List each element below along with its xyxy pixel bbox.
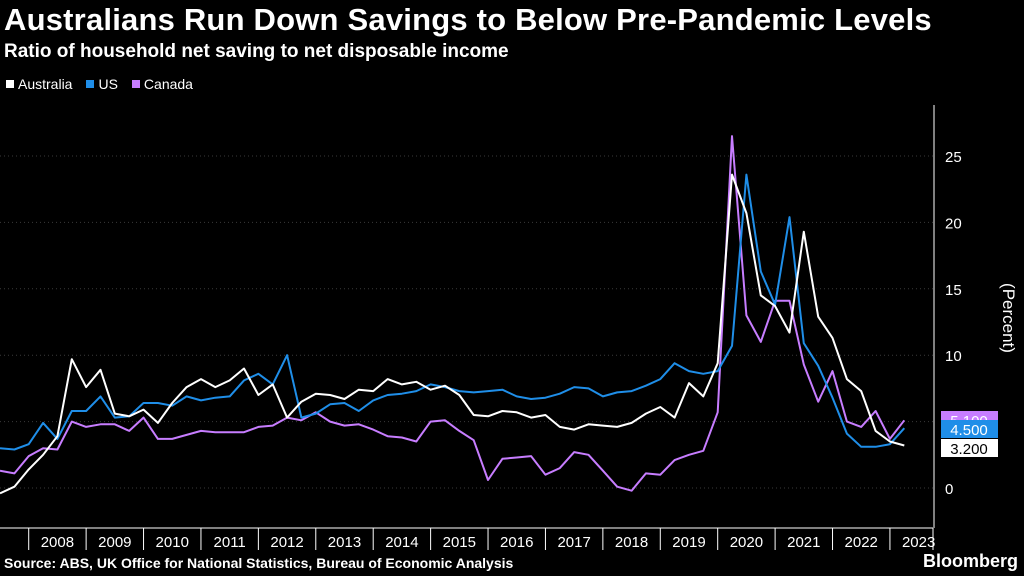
legend-item-canada[interactable]: Canada	[131, 76, 193, 92]
x-tick-label-2014: 2014	[385, 534, 418, 551]
x-tick-label-2015: 2015	[443, 534, 476, 551]
legend-label-us: US	[98, 76, 118, 92]
chart-subtitle: Ratio of household net saving to net dis…	[4, 41, 509, 62]
end-label-box-us	[941, 420, 998, 438]
x-tick-label-2020: 2020	[730, 534, 763, 551]
legend: Australia US Canada	[6, 76, 193, 92]
y-tick-label-0: 0	[945, 481, 953, 498]
x-tick-label-2021: 2021	[787, 534, 820, 551]
y-tick-label-20: 20	[945, 215, 962, 232]
x-tick-label-2011: 2011	[214, 534, 246, 551]
legend-label-canada: Canada	[143, 76, 193, 92]
x-tick-label-2013: 2013	[328, 534, 361, 551]
x-tick-label-2016: 2016	[500, 534, 533, 551]
x-tick-label-2008: 2008	[41, 534, 74, 551]
end-label-australia: 3.200	[950, 441, 988, 458]
legend-item-australia[interactable]: Australia	[6, 76, 72, 92]
x-tick-label-2018: 2018	[615, 534, 648, 551]
series-line-canada	[0, 135, 906, 492]
end-label-box-australia	[941, 439, 998, 457]
end-label-us: 4.500	[950, 422, 988, 439]
bloomberg-logo: Bloomberg	[922, 551, 1018, 571]
x-tick-label-2012: 2012	[270, 534, 303, 551]
legend-label-australia: Australia	[18, 76, 73, 92]
legend-swatch-us	[86, 80, 95, 88]
series-line-australia	[0, 173, 905, 495]
legend-item-us[interactable]: US	[86, 76, 118, 92]
y-tick-label-15: 15	[945, 282, 962, 299]
y-axis-title: (Percent)	[999, 283, 1018, 353]
chart-title: Australians Run Down Savings to Below Pr…	[4, 2, 932, 37]
x-tick-label-2010: 2010	[156, 534, 189, 551]
x-tick-label-2009: 2009	[98, 534, 131, 551]
x-tick-label-2017: 2017	[557, 534, 590, 551]
series-line-us	[0, 173, 906, 451]
x-tick-label-2019: 2019	[672, 534, 705, 551]
x-tick-label-2022: 2022	[845, 534, 878, 551]
y-tick-label-10: 10	[945, 348, 962, 365]
legend-swatch-canada	[131, 80, 140, 88]
legend-swatch-australia	[6, 80, 14, 88]
y-tick-label-25: 25	[945, 149, 962, 166]
source-note: Source: ABS, UK Office for National Stat…	[4, 555, 514, 571]
x-tick-label-2023: 2023	[902, 534, 935, 551]
